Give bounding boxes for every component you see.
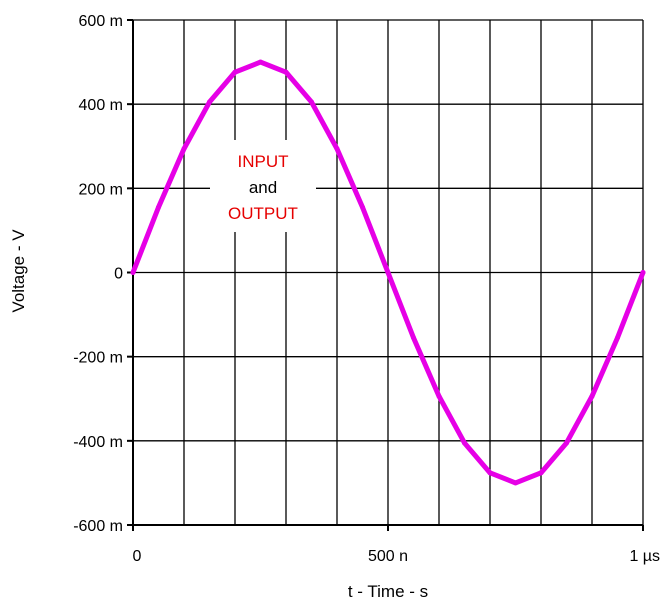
series-point-0-19: [615, 335, 620, 341]
x-tick-label-2: 1 µs: [629, 548, 660, 565]
series-point-0-18: [589, 393, 595, 399]
x-tick-label-1: 500 n: [368, 548, 408, 565]
series-point-0-17: [564, 440, 569, 446]
y-tick-label-2: 200 m: [79, 181, 123, 198]
y-tick-label-1: 400 m: [79, 97, 123, 114]
y-tick-label-5: -400 m: [73, 434, 123, 451]
series-point-0-20: [640, 270, 646, 275]
series-point-0-16: [538, 470, 544, 476]
y-tick-label-6: -600 m: [73, 518, 123, 535]
series-point-0-3: [207, 99, 212, 105]
x-tick-label-0: 0: [133, 548, 142, 565]
series-point-0-1: [156, 204, 161, 210]
labels-layer: 600 m 400 m 200 m 0 -200 m -400 m -600 m 0 500 n…: [73, 13, 660, 565]
series-point-0-11: [411, 335, 416, 341]
series-point-0-13: [462, 440, 467, 446]
series-point-0-14: [487, 470, 493, 476]
series-point-0-12: [436, 393, 442, 399]
axes-layer: [127, 19, 644, 531]
series-point-0-2: [181, 146, 187, 152]
y-tick-label-0: 600 m: [79, 13, 123, 30]
annotation-background: [210, 140, 316, 232]
annotation-layer: INPUT and OUTPUT: [210, 140, 316, 232]
series-layer: [130, 59, 646, 486]
y-tick-label-3: 0: [114, 266, 123, 283]
series-point-0-6: [283, 69, 289, 75]
series-point-0-7: [309, 99, 314, 105]
series-point-0-8: [334, 146, 340, 152]
series-point-0-5: [258, 59, 263, 65]
annotation-output-label: OUTPUT: [228, 204, 298, 223]
series-point-0-4: [232, 69, 238, 75]
series-point-0-9: [360, 204, 365, 210]
annotation-input-label: INPUT: [238, 152, 289, 171]
annotation-and-label: and: [249, 178, 277, 197]
x-axis-title: t - Time - s: [348, 582, 428, 601]
series-point-0-0: [130, 270, 136, 275]
series-point-0-10: [385, 270, 391, 275]
series-point-0-15: [513, 480, 518, 486]
y-axis-title: Voltage - V: [9, 229, 28, 313]
y-tick-label-4: -200 m: [73, 350, 123, 367]
